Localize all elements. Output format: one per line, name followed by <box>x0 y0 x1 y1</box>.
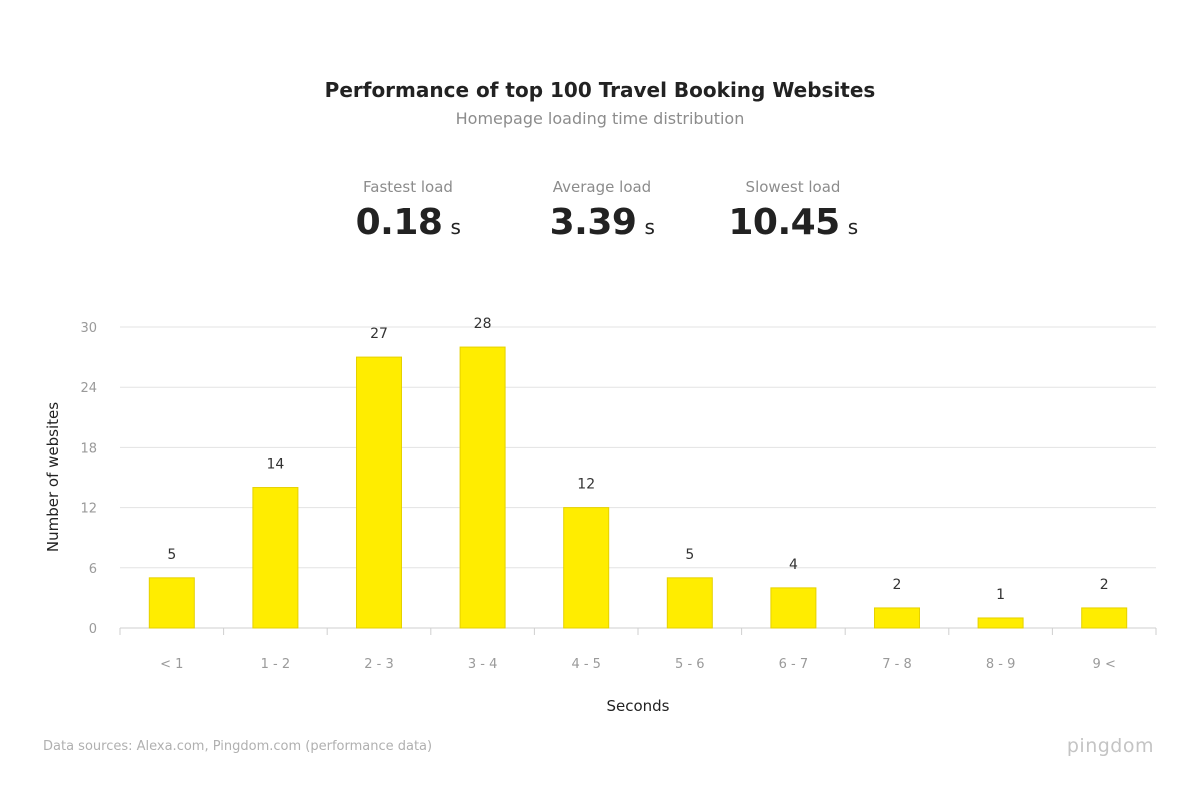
bar <box>1081 607 1128 629</box>
data-label: 1 <box>996 587 1005 603</box>
x-tick-label: < 1 <box>160 657 183 672</box>
data-label: 27 <box>370 326 388 342</box>
stat-fastest-label: Fastest load <box>363 178 453 196</box>
bar <box>563 507 610 629</box>
stat-fastest-unit: s <box>450 215 461 239</box>
bar <box>148 577 195 629</box>
bar <box>977 617 1024 629</box>
y-tick-label: 30 <box>80 321 97 336</box>
x-tick-label: 9 < <box>1093 657 1116 672</box>
x-tick-labels: < 1 1 - 2 2 - 3 3 - 4 4 - 5 5 - 6 6 - 7 7 - 8 8 … <box>160 657 1116 672</box>
bar <box>666 577 713 629</box>
bar <box>356 356 402 629</box>
y-axis-title: Number of websites <box>44 402 62 552</box>
stat-average-label: Average load <box>552 178 652 196</box>
x-tick-label: 7 - 8 <box>882 657 912 672</box>
data-label: 28 <box>474 316 492 332</box>
stat-fastest-load: Fastest load 0.18 s <box>298 178 518 243</box>
stat-average-load: Average load 3.39 s <box>492 178 712 243</box>
x-tick-label: 4 - 5 <box>571 657 601 672</box>
bar <box>252 487 299 629</box>
x-tick-label: 5 - 6 <box>675 657 705 672</box>
stat-average-value: 3.39 <box>549 202 637 243</box>
data-label: 14 <box>266 457 284 473</box>
data-label: 5 <box>685 547 694 563</box>
data-label: 4 <box>789 557 798 573</box>
stat-slowest-value: 10.45 <box>728 202 840 243</box>
y-tick-label: 0 <box>89 622 97 637</box>
stat-average-value-wrap: 3.39 s <box>492 202 712 243</box>
x-tick-label: 8 - 9 <box>986 657 1016 672</box>
stat-slowest-value-wrap: 10.45 s <box>683 202 903 243</box>
data-sources-note: Data sources: Alexa.com, Pingdom.com (pe… <box>43 739 433 754</box>
chart-subtitle: Homepage loading time distribution <box>455 109 745 128</box>
bar <box>459 346 506 629</box>
y-tick-label: 18 <box>80 441 97 456</box>
bar <box>874 607 920 629</box>
stat-fastest-value: 0.18 <box>355 202 443 243</box>
data-label: 2 <box>893 577 902 593</box>
bar <box>770 587 817 629</box>
y-tick-label: 6 <box>89 562 97 577</box>
stat-slowest-label: Slowest load <box>745 178 841 196</box>
stat-slowest-load: Slowest load 10.45 s <box>683 178 903 243</box>
x-tick-label: 3 - 4 <box>468 657 498 672</box>
data-label: 12 <box>577 477 595 493</box>
x-tick-label: 1 - 2 <box>261 657 291 672</box>
x-tick-label: 2 - 3 <box>364 657 394 672</box>
x-axis-title: Seconds <box>606 697 669 715</box>
data-label: 2 <box>1100 577 1109 593</box>
pingdom-logo: pingdom <box>1066 735 1154 757</box>
y-tick-label: 24 <box>80 381 97 396</box>
data-label: 5 <box>167 547 176 563</box>
chart-title: Performance of top 100 Travel Booking We… <box>324 78 876 102</box>
x-tick-label: 6 - 7 <box>779 657 809 672</box>
y-tick-labels: 0 6 12 18 24 30 <box>80 321 97 637</box>
stat-average-unit: s <box>644 215 655 239</box>
bar-layer <box>148 346 1128 629</box>
stat-fastest-value-wrap: 0.18 s <box>298 202 518 243</box>
stat-slowest-unit: s <box>847 215 858 239</box>
y-tick-label: 12 <box>80 502 97 517</box>
